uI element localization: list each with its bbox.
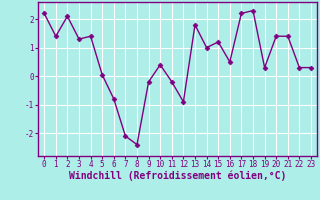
X-axis label: Windchill (Refroidissement éolien,°C): Windchill (Refroidissement éolien,°C) bbox=[69, 171, 286, 181]
